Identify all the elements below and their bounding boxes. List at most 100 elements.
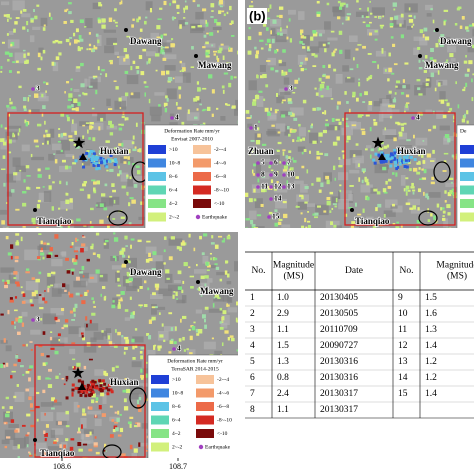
deformation-pixel — [193, 97, 198, 102]
deformation-pixel — [95, 400, 98, 403]
deformation-pixel — [73, 259, 77, 263]
deformation-pixel — [120, 216, 125, 219]
legend-swatch — [460, 158, 474, 168]
deformation-pixel — [223, 72, 229, 75]
deformation-pixel — [92, 137, 96, 142]
terrain-patch — [375, 50, 387, 57]
subsidence-pixel — [398, 158, 402, 162]
deformation-pixel — [163, 33, 167, 36]
deformation-pixel — [405, 94, 410, 98]
deformation-pixel — [160, 46, 166, 49]
deformation-pixel — [301, 225, 305, 228]
subsidence-pixel — [93, 380, 97, 384]
deformation-pixel — [36, 123, 42, 127]
deformation-pixel — [304, 217, 307, 223]
deformation-pixel — [352, 57, 355, 61]
deformation-pixel — [138, 148, 142, 153]
deformation-pixel — [117, 149, 122, 153]
deformation-pixel — [406, 102, 410, 104]
legend-label: 4~2 — [169, 201, 178, 207]
deformation-pixel — [90, 225, 94, 228]
deformation-pixel — [13, 395, 17, 399]
terrain-patch — [195, 11, 204, 20]
deformation-pixel — [182, 67, 186, 72]
terrain-patch — [96, 113, 106, 121]
deformation-pixel — [193, 321, 196, 324]
earthquake-label: 3 — [36, 84, 40, 93]
deformation-pixel — [219, 307, 223, 311]
deformation-pixel — [213, 53, 216, 56]
deformation-pixel — [5, 413, 10, 418]
deformation-pixel — [392, 172, 395, 175]
deformation-pixel — [156, 25, 161, 30]
terrain-patch — [315, 29, 325, 34]
deformation-pixel — [361, 15, 364, 18]
deformation-pixel — [366, 196, 370, 201]
deformation-pixel — [354, 202, 357, 207]
deformation-pixel — [72, 358, 76, 361]
terrain-patch — [300, 184, 308, 193]
deformation-pixel — [376, 191, 381, 195]
subsidence-pixel — [398, 162, 402, 166]
earthquake-label: 1 — [254, 123, 258, 132]
terrain-patch — [4, 429, 16, 440]
subsidence-pixel — [399, 158, 403, 162]
terrain-patch — [333, 6, 345, 17]
deformation-pixel — [53, 439, 58, 443]
terrain-patch — [166, 88, 177, 100]
deformation-pixel — [224, 330, 229, 334]
deformation-pixel — [205, 55, 210, 58]
deformation-pixel — [395, 226, 400, 228]
deformation-pixel — [226, 104, 231, 106]
deformation-pixel — [0, 138, 5, 143]
deformation-pixel — [380, 26, 383, 29]
terrain-patch — [32, 26, 41, 31]
table-cell: 1.0 — [277, 293, 289, 303]
deformation-pixel — [418, 160, 421, 165]
deformation-pixel — [322, 129, 327, 134]
deformation-pixel — [62, 283, 66, 288]
deformation-pixel — [25, 271, 30, 274]
deformation-pixel — [20, 286, 23, 289]
deformation-pixel — [367, 53, 372, 55]
deformation-pixel — [54, 159, 58, 164]
deformation-pixel — [221, 240, 225, 243]
deformation-pixel — [104, 183, 108, 187]
terrain-patch — [68, 326, 81, 335]
terrain-patch — [42, 313, 57, 325]
deformation-pixel — [362, 45, 366, 49]
deformation-pixel — [275, 109, 279, 111]
deformation-pixel — [120, 297, 123, 301]
subsidence-pixel — [93, 157, 97, 161]
table-cell: 1.2 — [425, 357, 437, 367]
deformation-pixel — [131, 141, 135, 145]
deformation-pixel — [432, 125, 437, 129]
deformation-pixel — [133, 425, 139, 428]
deformation-pixel — [157, 18, 162, 20]
terrain-patch — [383, 67, 393, 74]
table-header: Magnitude (MS) — [436, 261, 474, 282]
terrain-patch — [8, 424, 19, 429]
terrain-patch — [84, 323, 99, 331]
deformation-pixel — [113, 19, 116, 22]
deformation-pixel — [214, 294, 220, 298]
terrain-patch — [15, 165, 27, 173]
terrain-patch — [193, 269, 207, 274]
terrain-patch — [352, 155, 364, 164]
deformation-pixel — [245, 192, 249, 197]
deformation-pixel — [155, 53, 160, 57]
subsidence-pixel — [402, 155, 406, 159]
deformation-pixel — [4, 284, 9, 289]
deformation-pixel — [40, 56, 43, 61]
deformation-pixel — [377, 64, 379, 69]
terrain-patch — [101, 197, 114, 207]
deformation-pixel — [135, 165, 140, 168]
deformation-pixel — [65, 425, 70, 428]
deformation-pixel — [388, 67, 392, 73]
deformation-pixel — [211, 337, 214, 340]
subsidence-pixel — [95, 386, 99, 390]
deformation-pixel — [211, 113, 214, 117]
deformation-pixel — [211, 89, 215, 94]
deformation-pixel — [9, 17, 12, 20]
deformation-pixel — [382, 188, 387, 193]
